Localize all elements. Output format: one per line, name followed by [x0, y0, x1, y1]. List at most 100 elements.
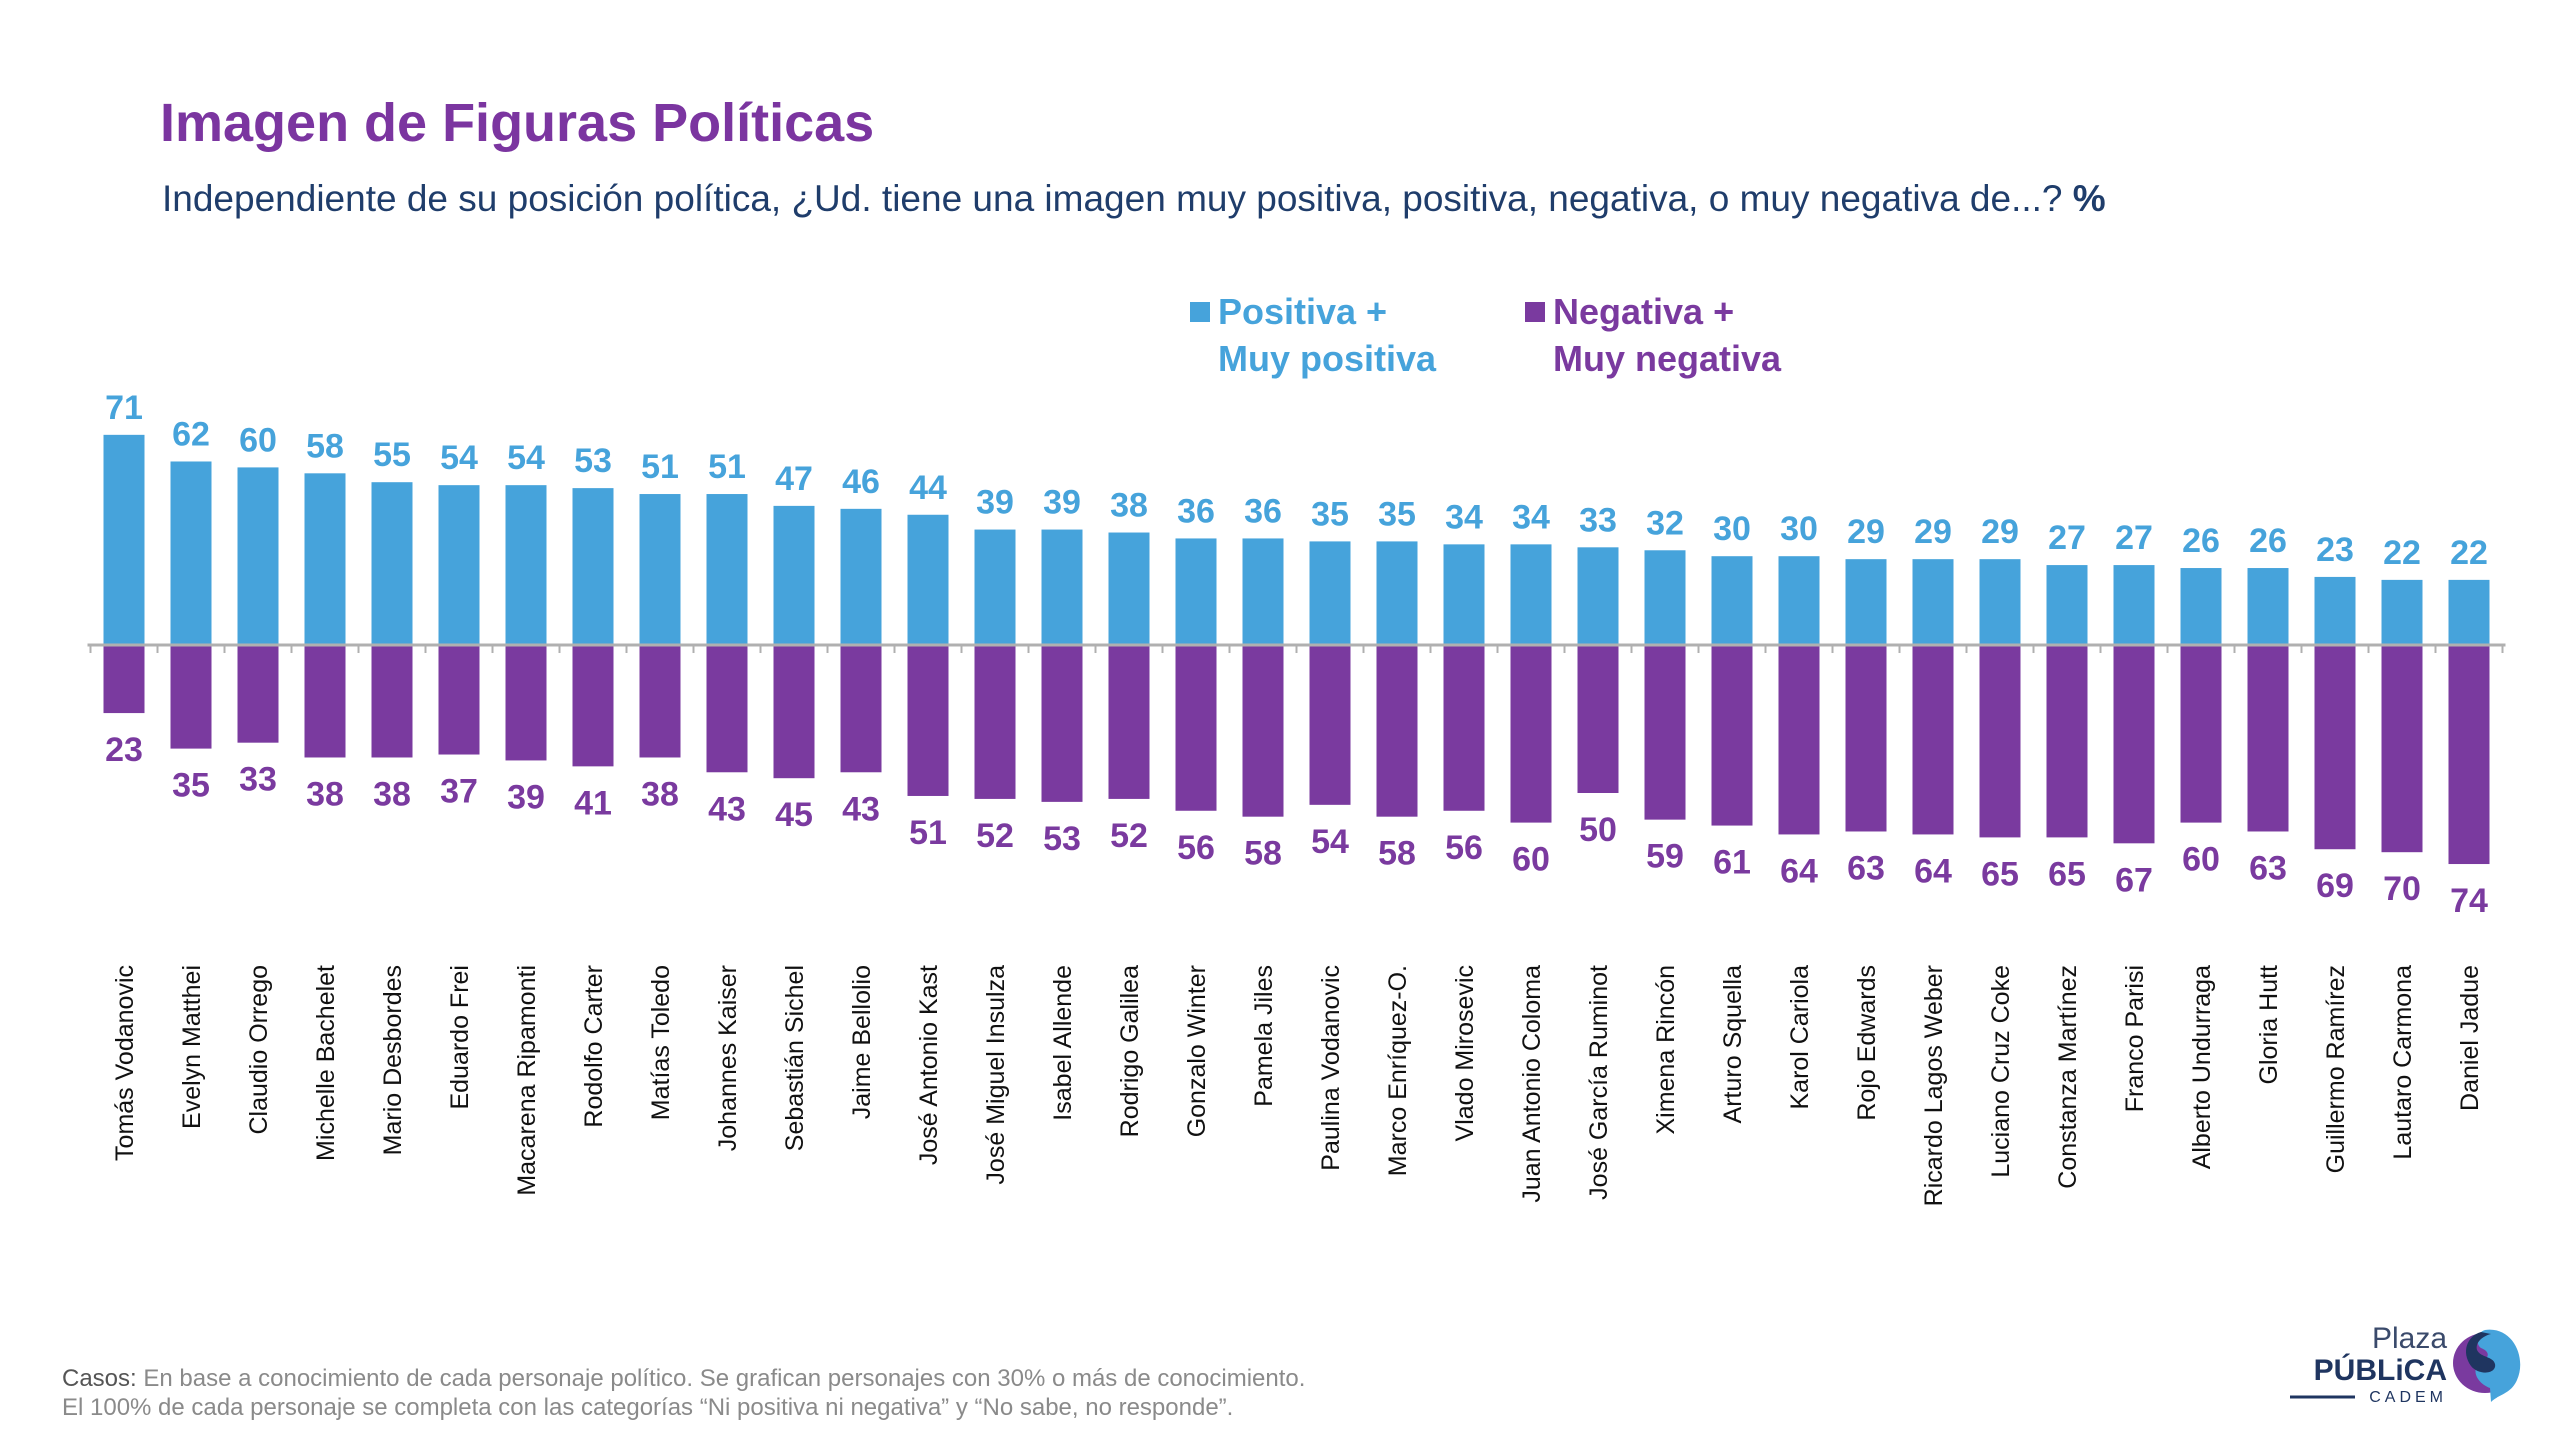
bar-negative — [1041, 645, 1083, 802]
category-label: Vlado Mirosevic — [1451, 965, 1479, 1141]
category-label: Matías Toledo — [647, 965, 675, 1120]
category-label: Juan Antonio Coloma — [1518, 965, 1546, 1203]
category-label: José Antonio Kast — [915, 965, 943, 1165]
bar-positive — [371, 482, 413, 645]
bar-positive — [572, 488, 614, 645]
legend-swatch-positive — [1190, 302, 1210, 322]
svg-text:CADEM: CADEM — [2369, 1389, 2447, 1406]
data-label-negative: 63 — [2249, 849, 2287, 887]
data-label-positive: 36 — [1177, 492, 1215, 530]
bar-positive — [2448, 579, 2490, 645]
data-label-negative: 38 — [306, 775, 344, 813]
bar-positive — [1845, 559, 1887, 645]
category-label: Paulina Vodanovic — [1317, 965, 1345, 1171]
data-label-negative: 61 — [1713, 844, 1751, 882]
bar-negative — [304, 645, 346, 758]
category-label: Evelyn Matthei — [178, 965, 206, 1129]
data-label-positive: 47 — [775, 460, 813, 498]
data-label-negative: 74 — [2450, 882, 2488, 920]
legend-item-positive: Positiva + Muy positiva — [1190, 288, 1436, 382]
category-label: Michelle Bachelet — [312, 965, 340, 1161]
data-label-negative: 59 — [1646, 838, 1684, 876]
data-label-positive: 22 — [2383, 534, 2421, 572]
bar-positive — [103, 434, 145, 645]
svg-text:Plaza: Plaza — [2372, 1322, 2447, 1355]
data-label-positive: 58 — [306, 427, 344, 465]
data-label-negative: 67 — [2115, 861, 2153, 899]
bar-positive — [1510, 544, 1552, 645]
data-label-positive: 30 — [1713, 510, 1751, 548]
bar-negative — [1644, 645, 1686, 820]
subtitle-text: Independiente de su posición política, ¿… — [162, 178, 2063, 219]
bar-positive — [773, 505, 815, 645]
category-label: José Miguel Insulza — [982, 965, 1010, 1185]
legend-label-positive: Positiva + Muy positiva — [1218, 291, 1437, 379]
data-label-positive: 38 — [1110, 487, 1148, 525]
chart-subtitle: Independiente de su posición política, ¿… — [162, 178, 2106, 220]
bar-negative — [1108, 645, 1150, 799]
bar-positive — [1912, 559, 1954, 645]
bar-negative — [2180, 645, 2222, 823]
data-label-negative: 65 — [2048, 855, 2086, 893]
bar-negative — [974, 645, 1016, 799]
plaza-publica-cadem-logo: Plaza PÚBLiCA CADEM — [2290, 1322, 2521, 1406]
data-label-positive: 54 — [440, 439, 478, 477]
chart-title: Imagen de Figuras Políticas — [160, 93, 875, 153]
data-label-negative: 38 — [641, 775, 679, 813]
category-label: Ximena Rincón — [1652, 965, 1680, 1135]
bar-positive — [170, 461, 212, 645]
data-label-negative: 52 — [976, 817, 1014, 855]
bar-negative — [572, 645, 614, 767]
data-label-negative: 60 — [1512, 841, 1550, 879]
data-label-negative: 43 — [842, 790, 880, 828]
data-label-negative: 50 — [1579, 811, 1617, 849]
category-label: José García Ruminot — [1585, 965, 1613, 1200]
data-label-positive: 32 — [1646, 504, 1684, 542]
data-label-positive: 35 — [1378, 495, 1416, 533]
bar-negative — [1175, 645, 1217, 811]
category-label: Ricardo Lagos Weber — [1920, 965, 1948, 1206]
bar-positive — [1376, 541, 1418, 645]
bar-negative — [2314, 645, 2356, 850]
data-label-positive: 39 — [1043, 484, 1081, 522]
legend-label-negative: Negativa + Muy negativa — [1553, 291, 1782, 379]
bar-negative — [2448, 645, 2490, 865]
data-label-negative: 64 — [1780, 852, 1818, 890]
bar-negative — [840, 645, 882, 773]
category-label: Isabel Allende — [1049, 965, 1077, 1121]
bar-negative — [2046, 645, 2088, 838]
category-label: Franco Parisi — [2121, 965, 2149, 1112]
bar-positive — [974, 529, 1016, 645]
data-label-positive: 34 — [1445, 498, 1483, 536]
category-label: Pamela Jiles — [1250, 965, 1278, 1107]
category-label: Mario Desbordes — [379, 965, 407, 1155]
bar-positive — [304, 473, 346, 645]
category-label: Claudio Orrego — [245, 965, 273, 1135]
data-label-positive: 35 — [1311, 495, 1349, 533]
data-label-positive: 46 — [842, 463, 880, 501]
data-label-negative: 33 — [239, 761, 277, 799]
category-label: Jaime Bellolio — [848, 965, 876, 1119]
footer-label: Casos: — [62, 1365, 137, 1392]
bar-positive — [639, 494, 681, 645]
bar-negative — [1443, 645, 1485, 811]
category-label: Lautaro Carmona — [2389, 965, 2417, 1160]
category-label: Alberto Undurraga — [2188, 965, 2216, 1169]
data-label-negative: 56 — [1177, 829, 1215, 867]
category-label: Rodolfo Carter — [580, 965, 608, 1128]
legend-item-negative: Negativa + Muy negativa — [1525, 288, 1781, 382]
category-label: Gloria Hutt — [2255, 965, 2283, 1085]
category-label: Guillermo Ramírez — [2322, 965, 2350, 1173]
bar-positive — [2314, 576, 2356, 645]
bar-negative — [639, 645, 681, 758]
bar-negative — [1309, 645, 1351, 805]
data-label-negative: 37 — [440, 773, 478, 811]
bar-negative — [2113, 645, 2155, 844]
bar-negative — [1912, 645, 1954, 835]
data-label-negative: 64 — [1914, 852, 1952, 890]
data-label-positive: 22 — [2450, 534, 2488, 572]
bar-positive — [1309, 541, 1351, 645]
data-label-negative: 65 — [1981, 855, 2019, 893]
bar-positive — [2046, 565, 2088, 645]
